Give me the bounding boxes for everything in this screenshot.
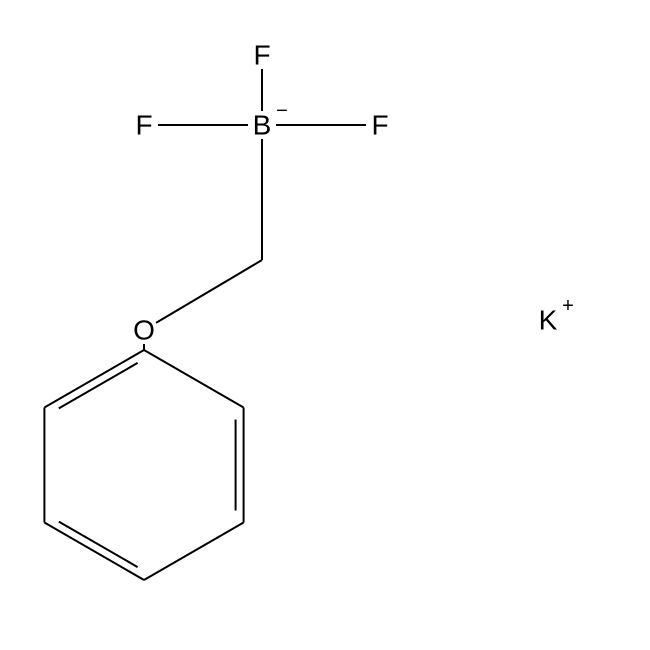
atom-f_left: F	[135, 110, 152, 141]
atom-o: O	[133, 315, 155, 346]
atom-k: K	[539, 305, 558, 336]
atom-f_top: F	[253, 40, 270, 71]
charge-k: +	[562, 295, 574, 317]
atom-f_right: F	[371, 110, 388, 141]
atom-b: B	[253, 110, 272, 141]
molecule-canvas: F F B− F O K+	[0, 0, 650, 650]
charge-b: −	[276, 100, 288, 122]
